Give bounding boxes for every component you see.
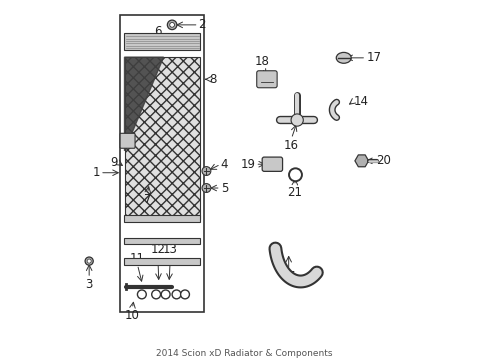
Bar <box>120 15 203 312</box>
Text: 1: 1 <box>92 166 100 179</box>
Text: 21: 21 <box>287 186 302 199</box>
Text: 19: 19 <box>240 158 255 171</box>
Circle shape <box>172 290 181 299</box>
Circle shape <box>290 114 303 126</box>
Bar <box>123 215 200 222</box>
Text: 13: 13 <box>163 243 178 256</box>
Text: 10: 10 <box>124 309 140 322</box>
Bar <box>123 238 200 244</box>
Text: 15: 15 <box>281 270 296 283</box>
Circle shape <box>151 290 160 299</box>
FancyBboxPatch shape <box>120 133 135 148</box>
Text: 2014 Scion xD Radiator & Components: 2014 Scion xD Radiator & Components <box>156 350 332 359</box>
Text: 6: 6 <box>154 26 161 39</box>
Text: 12: 12 <box>150 243 165 256</box>
Text: 20: 20 <box>376 154 390 167</box>
Text: 16: 16 <box>284 139 298 152</box>
Ellipse shape <box>336 53 350 63</box>
Text: 4: 4 <box>220 158 228 171</box>
Circle shape <box>288 168 301 181</box>
Text: 18: 18 <box>254 55 269 68</box>
Circle shape <box>85 257 93 265</box>
Text: 9: 9 <box>110 156 118 169</box>
FancyBboxPatch shape <box>256 71 277 88</box>
Circle shape <box>137 290 146 299</box>
Text: 8: 8 <box>208 73 216 86</box>
Text: 17: 17 <box>366 51 381 64</box>
Circle shape <box>161 290 170 299</box>
Circle shape <box>202 184 210 193</box>
Text: 7: 7 <box>143 193 151 206</box>
Polygon shape <box>124 57 163 151</box>
Circle shape <box>202 167 210 175</box>
Bar <box>123 33 200 50</box>
Circle shape <box>167 20 177 30</box>
Bar <box>123 258 200 265</box>
FancyBboxPatch shape <box>262 157 282 171</box>
Text: 5: 5 <box>220 181 227 194</box>
Text: 14: 14 <box>352 95 367 108</box>
Circle shape <box>180 290 189 299</box>
Text: 11: 11 <box>130 252 144 265</box>
Text: 2: 2 <box>198 18 205 31</box>
Circle shape <box>169 22 174 27</box>
Circle shape <box>87 259 91 263</box>
Text: 3: 3 <box>85 278 93 291</box>
Polygon shape <box>354 155 368 167</box>
Bar <box>124 57 199 219</box>
